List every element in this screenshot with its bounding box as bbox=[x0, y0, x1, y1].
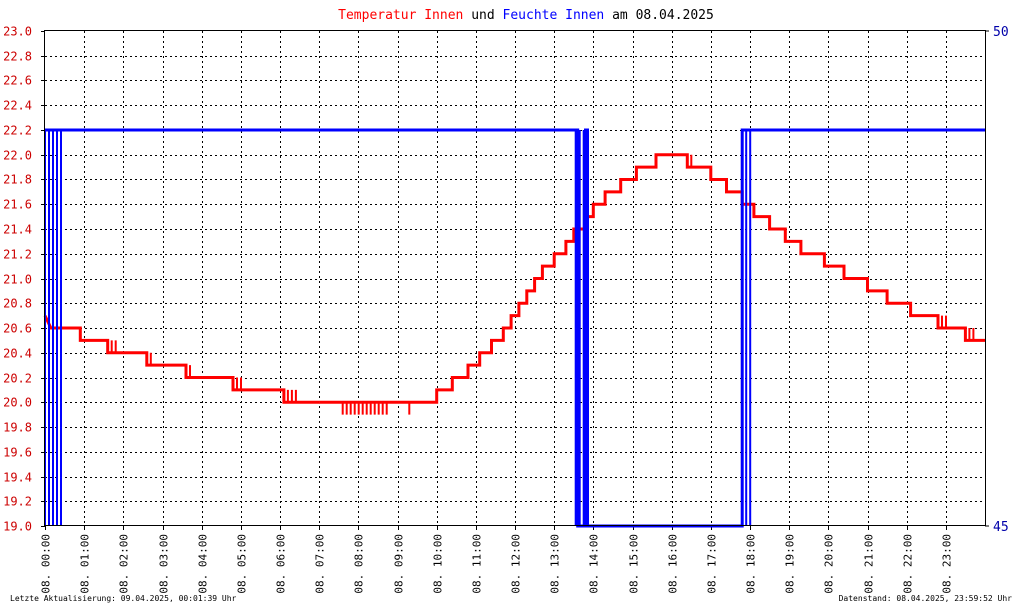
right-tick-label: 50 bbox=[993, 25, 1009, 40]
left-tick-label: 22.2 bbox=[3, 124, 32, 138]
right-tick-label: 45 bbox=[993, 520, 1009, 535]
x-tick-label: 08. 22:00 bbox=[902, 534, 915, 594]
left-tick-label: 21.6 bbox=[3, 198, 32, 212]
x-tick-label: 08. 23:00 bbox=[941, 534, 954, 594]
x-tick-label: 08. 19:00 bbox=[784, 534, 797, 594]
series-jitter bbox=[185, 365, 191, 378]
x-tick-label: 08. 17:00 bbox=[706, 534, 719, 594]
left-tick-label: 21.4 bbox=[3, 223, 32, 237]
x-tick-label: 08. 05:00 bbox=[236, 534, 249, 594]
x-tick-label: 08. 14:00 bbox=[588, 534, 601, 594]
series-jitter bbox=[964, 328, 975, 341]
left-tick-label: 22.4 bbox=[3, 99, 32, 113]
x-tick-label: 08. 11:00 bbox=[471, 534, 484, 594]
x-tick-label: 08. 02:00 bbox=[118, 534, 131, 594]
x-tick-label: 08. 20:00 bbox=[823, 534, 836, 594]
series-jitter bbox=[686, 154, 693, 168]
series-jitter bbox=[106, 340, 117, 353]
title-part-0: Temperatur Innen bbox=[338, 8, 463, 23]
left-tick-label: 20.8 bbox=[3, 297, 32, 311]
left-tick-label: 20.6 bbox=[3, 322, 32, 336]
x-tick-label: 08. 04:00 bbox=[197, 534, 210, 594]
x-axis-ticks: 08. 00:00 08. 01:00 08. 02:00 08. 03:00 08. … bbox=[40, 526, 954, 594]
left-tick-label: 23.0 bbox=[3, 25, 32, 39]
plot-frame bbox=[44, 30, 986, 526]
left-axis-ticks: 19.0 19.2 19.4 19.6 19.8 20.0 20.2 20.4 20.6 20.8… bbox=[3, 25, 45, 534]
title-part-1: und bbox=[463, 8, 502, 23]
series-jitter bbox=[574, 130, 589, 526]
left-tick-label: 22.6 bbox=[3, 74, 32, 88]
x-tick-label: 08. 13:00 bbox=[549, 534, 562, 594]
x-tick-label: 08. 09:00 bbox=[393, 534, 406, 594]
x-tick-label: 08. 18:00 bbox=[745, 534, 758, 594]
left-tick-label: 19.8 bbox=[3, 421, 32, 435]
left-tick-label: 21.0 bbox=[3, 273, 32, 287]
left-tick-label: 20.2 bbox=[3, 372, 32, 386]
x-tick-label: 08. 12:00 bbox=[510, 534, 523, 594]
x-tick-label: 08. 10:00 bbox=[432, 534, 445, 594]
left-tick-label: 22.8 bbox=[3, 50, 32, 64]
left-tick-label: 21.2 bbox=[3, 248, 32, 262]
left-tick-label: 19.2 bbox=[3, 495, 32, 509]
series-jitter bbox=[145, 352, 152, 366]
series-jitter bbox=[282, 389, 297, 403]
data-status-text: Datenstand: 08.04.2025, 23:59:52 Uhr bbox=[838, 594, 1012, 603]
right-axis-ticks: 45 50 bbox=[985, 25, 1009, 535]
left-tick-label: 22.0 bbox=[3, 149, 32, 163]
x-tick-label: 08. 07:00 bbox=[314, 534, 327, 594]
series-jitter bbox=[741, 130, 752, 526]
x-tick-label: 08. 16:00 bbox=[667, 534, 680, 594]
left-tick-label: 20.4 bbox=[3, 347, 32, 361]
title-part-3: am 08.04.2025 bbox=[604, 8, 714, 23]
title-part-2: Feuchte Innen bbox=[503, 8, 605, 23]
left-tick-label: 19.0 bbox=[3, 520, 32, 534]
left-tick-label: 21.8 bbox=[3, 173, 32, 187]
chart-title: Temperatur Innen und Feuchte Innen am 08… bbox=[338, 8, 714, 23]
x-tick-label: 08. 08:00 bbox=[353, 534, 366, 594]
x-tick-label: 08. 15:00 bbox=[628, 534, 641, 594]
x-tick-label: 08. 00:00 bbox=[40, 534, 53, 594]
x-tick-label: 08. 03:00 bbox=[158, 534, 171, 594]
series-jitter bbox=[341, 402, 388, 415]
left-tick-label: 19.4 bbox=[3, 471, 32, 485]
series-jitter bbox=[937, 315, 947, 328]
last-update-text: Letzte Aktualisierung: 09.04.2025, 00:01… bbox=[10, 594, 237, 603]
series-jitter bbox=[232, 377, 242, 390]
left-tick-label: 19.6 bbox=[3, 446, 32, 460]
left-tick-label: 20.0 bbox=[3, 396, 32, 410]
x-tick-label: 08. 06:00 bbox=[275, 534, 288, 594]
x-tick-label: 08. 21:00 bbox=[863, 534, 876, 594]
x-tick-label: 08. 01:00 bbox=[79, 534, 92, 594]
